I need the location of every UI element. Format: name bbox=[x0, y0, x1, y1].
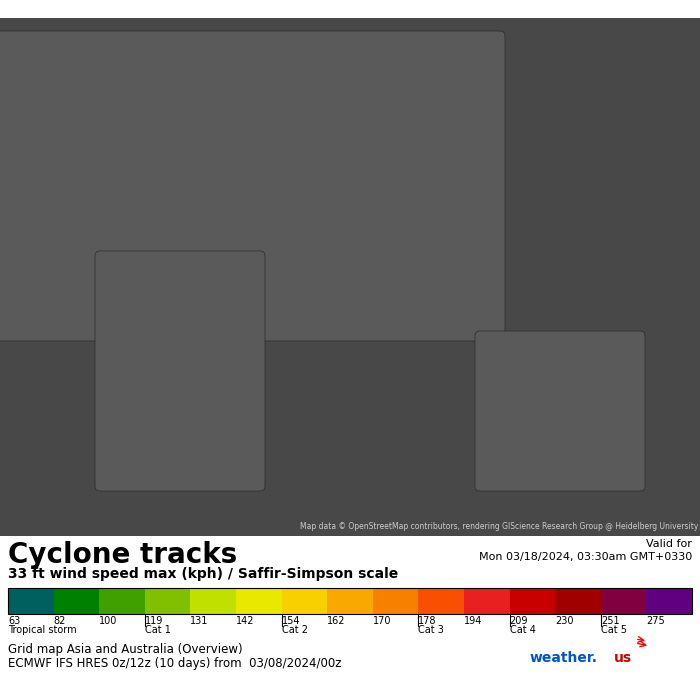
Bar bbox=[236, 588, 282, 614]
Bar bbox=[190, 588, 237, 614]
Bar bbox=[8, 588, 54, 614]
Text: Mon 03/18/2024, 03:30am GMT+0330: Mon 03/18/2024, 03:30am GMT+0330 bbox=[479, 552, 692, 562]
FancyBboxPatch shape bbox=[475, 331, 645, 491]
Text: Map data © OpenStreetMap contributors, rendering GIScience Research Group @ Heid: Map data © OpenStreetMap contributors, r… bbox=[300, 522, 698, 531]
Text: 170: 170 bbox=[373, 616, 391, 626]
Bar bbox=[327, 588, 373, 614]
Text: 131: 131 bbox=[190, 616, 209, 626]
Bar bbox=[601, 588, 647, 614]
Text: Cat 4: Cat 4 bbox=[510, 625, 536, 635]
Bar bbox=[281, 588, 328, 614]
Bar bbox=[99, 588, 146, 614]
Text: us: us bbox=[614, 651, 632, 665]
Text: 142: 142 bbox=[236, 616, 255, 626]
Bar bbox=[145, 588, 191, 614]
Text: This service is based on data and products of the European Centre for Medium-ran: This service is based on data and produc… bbox=[4, 4, 561, 14]
Text: 63: 63 bbox=[8, 616, 20, 626]
Text: Cat 2: Cat 2 bbox=[281, 625, 307, 635]
Bar bbox=[373, 588, 419, 614]
Bar bbox=[555, 588, 601, 614]
Text: 100: 100 bbox=[99, 616, 118, 626]
Text: 194: 194 bbox=[464, 616, 482, 626]
Text: 162: 162 bbox=[327, 616, 346, 626]
Text: ECMWF IFS HRES 0z/12z (10 days) from  03/08/2024/00z: ECMWF IFS HRES 0z/12z (10 days) from 03/… bbox=[8, 657, 342, 670]
Bar bbox=[54, 588, 99, 614]
Text: weather.: weather. bbox=[530, 651, 598, 665]
Text: Cat 3: Cat 3 bbox=[419, 625, 444, 635]
Text: Tropical storm: Tropical storm bbox=[8, 625, 76, 635]
Bar bbox=[8, 588, 692, 614]
Text: 178: 178 bbox=[419, 616, 437, 626]
Text: 230: 230 bbox=[555, 616, 574, 626]
Text: 209: 209 bbox=[510, 616, 528, 626]
Bar bbox=[646, 588, 692, 614]
Bar bbox=[419, 588, 465, 614]
Bar bbox=[464, 588, 510, 614]
Text: Valid for: Valid for bbox=[646, 539, 692, 549]
Text: 33 ft wind speed max (kph) / Saffir-Simpson scale: 33 ft wind speed max (kph) / Saffir-Simp… bbox=[8, 567, 398, 581]
Text: 82: 82 bbox=[54, 616, 66, 626]
FancyBboxPatch shape bbox=[95, 251, 265, 491]
Text: Cat 1: Cat 1 bbox=[145, 625, 171, 635]
Text: Cyclone tracks: Cyclone tracks bbox=[8, 541, 237, 569]
Text: Cat 5: Cat 5 bbox=[601, 625, 626, 635]
Text: 251: 251 bbox=[601, 616, 620, 626]
Text: 119: 119 bbox=[145, 616, 163, 626]
FancyBboxPatch shape bbox=[0, 31, 505, 341]
Text: 275: 275 bbox=[646, 616, 665, 626]
Text: Grid map Asia and Australia (Overview): Grid map Asia and Australia (Overview) bbox=[8, 643, 243, 656]
Bar bbox=[510, 588, 556, 614]
Text: 154: 154 bbox=[281, 616, 300, 626]
